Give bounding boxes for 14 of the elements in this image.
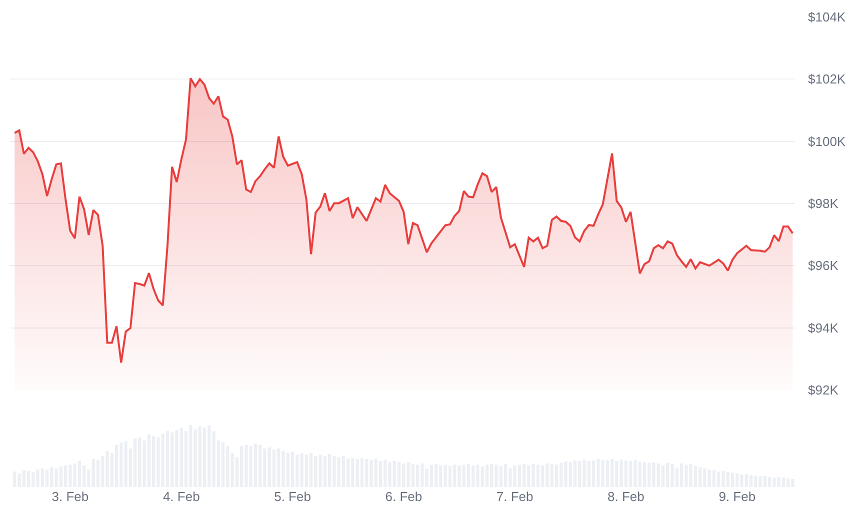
y-tick-label: $94K xyxy=(808,320,839,336)
x-tick-label: 7. Feb xyxy=(496,489,534,504)
x-tick-label: 6. Feb xyxy=(385,489,422,504)
y-tick-label: $100K xyxy=(808,134,846,149)
x-tick-label: 3. Feb xyxy=(52,489,89,504)
x-tick-label: 4. Feb xyxy=(162,489,200,504)
y-tick-label: $104K xyxy=(808,10,846,25)
y-tick-label: $96K xyxy=(808,258,839,274)
x-tick-label: 5. Feb xyxy=(274,489,311,504)
x-tick-label: 9. Feb xyxy=(718,489,756,504)
y-tick-label: $92K xyxy=(808,382,839,398)
x-tick-label: 8. Feb xyxy=(608,489,644,504)
y-tick-label: $102K xyxy=(808,72,846,87)
y-tick-label: $98K xyxy=(808,196,839,212)
